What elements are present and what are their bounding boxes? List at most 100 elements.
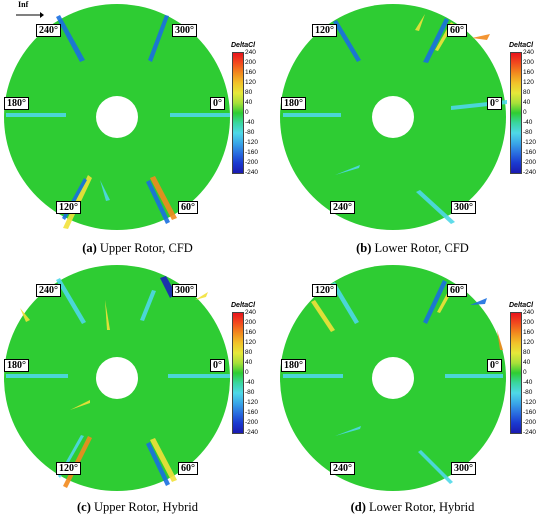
legend-tick-label: 160: [245, 69, 256, 76]
angle-label-left: 180°: [281, 97, 306, 110]
legend-tick-label: -80: [245, 129, 255, 136]
legend-tick-label: 200: [245, 59, 256, 66]
panel-caption: (d) Lower Rotor, Hybrid: [275, 500, 550, 515]
legend-tick-label: 200: [523, 59, 534, 66]
rotor-disk: [280, 265, 506, 491]
legend-title: DeltaCl: [231, 42, 256, 49]
legend-tick-label: 120: [245, 79, 256, 86]
legend-tick-label: 240: [523, 309, 534, 316]
inflow-arrow-icon: [16, 12, 44, 18]
panel-caption: (c) Upper Rotor, Hybrid: [0, 500, 275, 515]
angle-label-bottom-right: 60°: [178, 201, 198, 214]
legend-tick-label: 160: [523, 329, 534, 336]
caption-letter: (b): [356, 241, 372, 255]
caption-text: Lower Rotor, CFD: [371, 241, 469, 255]
angle-label-top-left: 120°: [312, 24, 337, 37]
legend-tick-label: -120: [523, 139, 537, 146]
colorbar-legend: DeltaCl 240 200 160 120 80 40 0 -40 -80 -120 -160 -…: [509, 302, 549, 442]
angle-label-right: 0°: [487, 97, 502, 110]
angle-label-top-left: 240°: [36, 284, 61, 297]
legend-tick-label: 0: [245, 369, 249, 376]
legend-title: DeltaCl: [509, 302, 534, 309]
angle-label-left: 180°: [4, 97, 29, 110]
legend-title: DeltaCl: [231, 302, 256, 309]
legend-tick-label: -80: [523, 389, 533, 396]
legend-tick-label: -80: [523, 129, 533, 136]
legend-tick-label: 160: [245, 329, 256, 336]
caption-letter: (a): [82, 241, 97, 255]
legend-tick-label: 80: [523, 89, 531, 96]
legend-tick-label: 80: [523, 349, 531, 356]
angle-label-left: 180°: [4, 359, 29, 372]
legend-tick-label: -120: [245, 399, 259, 406]
legend-tick-label: 40: [523, 359, 531, 366]
legend-tick-label: 200: [523, 319, 534, 326]
legend-tick-label: 240: [245, 49, 256, 56]
legend-title: DeltaCl: [509, 42, 534, 49]
legend-tick-label: 0: [523, 369, 527, 376]
colorbar: [510, 52, 522, 174]
inflow-label: Inf: [18, 0, 29, 9]
legend-tick-label: 240: [523, 49, 534, 56]
angle-label-right: 0°: [210, 97, 225, 110]
angle-label-bottom-right: 300°: [451, 462, 476, 475]
legend-tick-label: 0: [523, 109, 527, 116]
angle-label-bottom-left: 120°: [56, 462, 81, 475]
colorbar-legend: DeltaCl 240 200 160 120 80 40 0 -40 -80 -120 -160 -…: [231, 42, 271, 182]
angle-label-top-right: 60°: [447, 24, 467, 37]
legend-tick-label: 120: [523, 79, 534, 86]
legend-tick-label: 0: [245, 109, 249, 116]
legend-tick-label: 40: [245, 359, 253, 366]
angle-label-bottom-right: 60°: [178, 462, 198, 475]
caption-letter: (d): [350, 500, 366, 514]
legend-tick-label: -40: [523, 379, 533, 386]
legend-tick-label: 40: [245, 99, 253, 106]
panel-lower-rotor-cfd: 120° 60° 180° 0° 240° 300° DeltaCl 240 20…: [275, 0, 550, 260]
legend-tick-label: -120: [523, 399, 537, 406]
legend-tick-label: -240: [523, 429, 537, 436]
legend-tick-label: -160: [523, 149, 537, 156]
rotor-disk: [4, 265, 230, 491]
legend-tick-label: -160: [523, 409, 537, 416]
angle-label-top-right: 300°: [172, 284, 197, 297]
colorbar-legend: DeltaCl 240 200 160 120 80 40 0 -40 -80 -120 -160 -…: [509, 42, 549, 182]
angle-label-right: 0°: [210, 359, 225, 372]
legend-tick-label: 40: [523, 99, 531, 106]
legend-tick-label: -200: [523, 419, 537, 426]
legend-tick-label: 200: [245, 319, 256, 326]
angle-label-left: 180°: [281, 359, 306, 372]
legend-tick-label: -200: [523, 159, 537, 166]
panel-caption: (a) Upper Rotor, CFD: [0, 241, 275, 256]
angle-label-right: 0°: [487, 359, 502, 372]
legend-tick-label: 120: [245, 339, 256, 346]
legend-tick-label: 80: [245, 89, 253, 96]
colorbar: [510, 312, 522, 434]
panel-caption: (b) Lower Rotor, CFD: [275, 241, 550, 256]
caption-letter: (c): [77, 500, 91, 514]
panel-lower-rotor-hybrid: 120° 60° 180° 0° 240° 300° DeltaCl 240 20…: [275, 260, 550, 520]
panel-upper-rotor-cfd: Inf 240° 300° 180° 0° 120° 60° DeltaCl 2…: [0, 0, 275, 260]
angle-label-bottom-left: 120°: [56, 201, 81, 214]
legend-tick-label: -120: [245, 139, 259, 146]
legend-tick-label: -200: [245, 159, 259, 166]
angle-label-top-right: 60°: [447, 284, 467, 297]
legend-tick-label: 240: [245, 309, 256, 316]
legend-tick-label: -240: [245, 169, 259, 176]
legend-tick-label: -240: [245, 429, 259, 436]
angle-label-top-left: 120°: [312, 284, 337, 297]
caption-text: Upper Rotor, Hybrid: [90, 500, 198, 514]
legend-tick-label: 80: [245, 349, 253, 356]
legend-tick-label: -40: [245, 119, 255, 126]
legend-tick-label: -160: [245, 149, 259, 156]
legend-tick-label: -200: [245, 419, 259, 426]
angle-label-top-left: 240°: [36, 24, 61, 37]
legend-tick-label: -240: [523, 169, 537, 176]
colorbar-legend: DeltaCl 240 200 160 120 80 40 0 -40 -80 -120 -160 -…: [231, 302, 271, 442]
legend-tick-label: -80: [245, 389, 255, 396]
angle-label-bottom-right: 300°: [451, 201, 476, 214]
angle-label-bottom-left: 240°: [330, 201, 355, 214]
angle-label-bottom-left: 240°: [330, 462, 355, 475]
legend-tick-label: 120: [523, 339, 534, 346]
legend-tick-label: -160: [245, 409, 259, 416]
panel-upper-rotor-hybrid: 240° 300° 180° 0° 120° 60° DeltaCl 240 20…: [0, 260, 275, 520]
